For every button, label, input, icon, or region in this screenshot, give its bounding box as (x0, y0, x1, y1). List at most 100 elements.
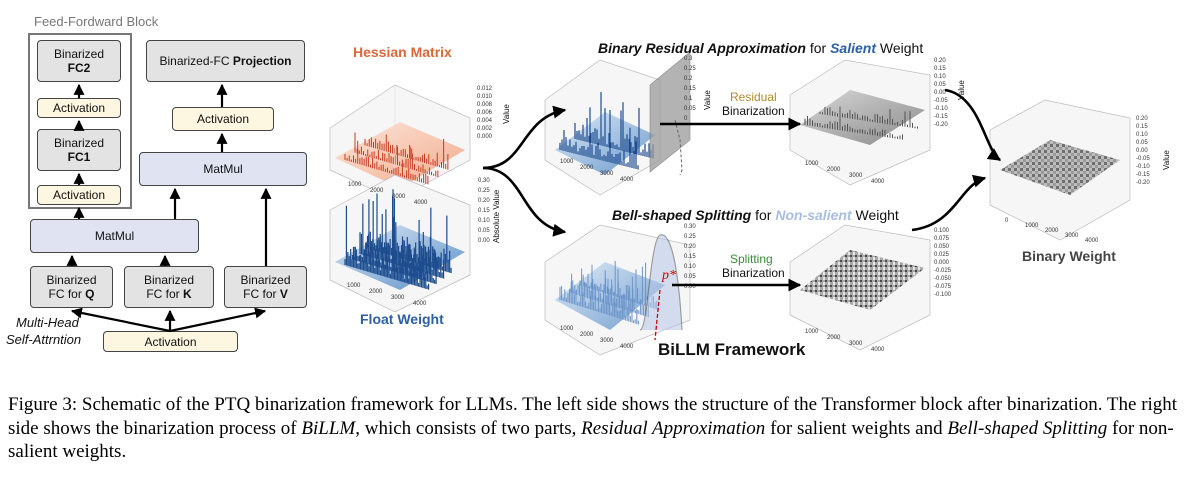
salient-z-tick: 0.25 (684, 66, 696, 72)
salient-z-tick: 0.15 (684, 86, 696, 92)
hessian-plot (329, 84, 471, 201)
ffn-arrows (66, 83, 272, 333)
activation-box-ffn-top: Activation (37, 98, 121, 118)
float-weight-label: Float Weight (360, 311, 444, 327)
split-z-tick: 0.050 (934, 244, 950, 250)
float-z-tick: 0.30 (478, 178, 490, 184)
axis-ticks: 0.0120.0100.0080.0060.0040.0020.0000.300… (347, 56, 1150, 353)
split-z-tick: 0.025 (934, 252, 950, 258)
hessian-value-axis: Value (502, 104, 511, 124)
fc-v-line1: Binarized (240, 273, 291, 287)
float-z-tick: 0.05 (478, 228, 490, 234)
split-x-tick: 1000 (805, 329, 819, 335)
fc-v-box: Binarized FC for V (224, 266, 307, 308)
binary-z-tick: 0.10 (1136, 132, 1148, 138)
split-x-tick: 3000 (849, 341, 863, 347)
binary-z-tick: 0.00 (1136, 148, 1148, 154)
bell-x-tick: 1000 (560, 326, 574, 332)
hessian-z-tick: 0.010 (477, 94, 493, 100)
split-step-label-2: Binarization (722, 266, 785, 280)
fc1-line1: Binarized (53, 136, 105, 150)
bell-plot (544, 224, 691, 356)
float-z-tick: 0.20 (478, 198, 490, 204)
bell-z-tick: 0.15 (684, 254, 696, 260)
residual-z-tick: -0.05 (934, 98, 948, 104)
fc-k-line2: FC for K (146, 287, 192, 301)
fc-v-line2: FC for V (243, 287, 288, 301)
float-z-tick: 0.15 (478, 208, 490, 214)
split-z-tick: -0.100 (934, 292, 952, 298)
salient-x-tick: 4000 (620, 177, 634, 183)
residual-z-tick: 0.00 (934, 90, 946, 96)
bell-z-tick: 0.20 (684, 244, 696, 250)
flow-arrows (482, 88, 1002, 292)
residual-z-tick: -0.20 (934, 122, 948, 128)
float-x-tick: 4000 (413, 301, 427, 307)
float-weight-plot (329, 174, 471, 313)
fc-q-box: Binarized FC for Q (30, 266, 113, 308)
residual-z-tick: -0.15 (934, 114, 948, 120)
salient-z-tick: 0.05 (684, 106, 696, 112)
binary-x-tick: 1000 (1025, 223, 1039, 229)
residual-z-tick: 0.20 (934, 58, 946, 64)
binary-z-tick: -0.15 (1136, 172, 1150, 178)
split-x-tick: 4000 (871, 347, 885, 353)
fc-q-line1: Binarized (46, 273, 97, 287)
figure-caption: Figure 3: Schematic of the PTQ binarizat… (8, 394, 1178, 462)
activation-box-input: Activation (103, 331, 238, 352)
binary-weight-label: Binary Weight (1022, 248, 1116, 264)
residual-x-tick: 3000 (849, 173, 863, 179)
split-z-tick: -0.075 (934, 284, 952, 290)
binary-z-tick: -0.10 (1136, 164, 1150, 170)
bell-z-tick: 0.05 (684, 274, 696, 280)
salient-plot (544, 51, 691, 196)
salient-value-axis: Value (703, 90, 712, 110)
fc1-line2: FC1 (67, 150, 91, 164)
split-z-tick: -0.025 (934, 268, 952, 274)
hessian-z-tick: 0.004 (477, 118, 493, 124)
split-z-tick: -0.050 (934, 276, 952, 282)
float-x-tick: 3000 (391, 295, 405, 301)
bell-z-tick: 0.25 (684, 234, 696, 240)
projection-box: Binarized-FC Projection (146, 40, 305, 82)
split-binarized-plot (789, 224, 931, 351)
float-x-tick: 2000 (369, 289, 383, 295)
binary-x-tick: 3000 (1065, 233, 1079, 239)
bell-x-tick: 3000 (600, 338, 614, 344)
residual-z-tick: 0.10 (934, 74, 946, 80)
binary-z-tick: 0.20 (1136, 116, 1148, 122)
residual-value-axis: Value (957, 80, 966, 100)
binary-weight-plot (989, 99, 1131, 241)
split-z-tick: 0.000 (934, 260, 950, 266)
residual-z-tick: -0.10 (934, 106, 948, 112)
residual-z-tick: 0.15 (934, 66, 946, 72)
hessian-x-tick: 4000 (414, 200, 428, 206)
residual-title: Binary Residual Approximation for Salien… (598, 40, 924, 56)
split-z-tick: 0.100 (934, 228, 950, 234)
float-value-axis: Absolute Value (492, 189, 501, 243)
split-z-tick: 0.075 (934, 236, 950, 242)
binary-z-tick: -0.05 (1136, 156, 1150, 162)
binary-x-tick: 2000 (1045, 228, 1059, 234)
matmul-box-left: MatMul (30, 219, 199, 253)
salient-x-tick: 2000 (580, 165, 594, 171)
salient-z-tick: 0.3 (684, 56, 693, 62)
ffn-title: Feed-Fordward Block (34, 14, 159, 29)
bell-z-tick: 0.10 (684, 264, 696, 270)
float-z-tick: 0.10 (478, 218, 490, 224)
figure-canvas: 0.0120.0100.0080.0060.0040.0020.0000.300… (66, 51, 1150, 356)
binary-value-axis: Value (1162, 150, 1171, 170)
binary-x-tick: 4000 (1085, 238, 1099, 244)
p-star-label: p* (662, 268, 676, 283)
bell-x-tick: 2000 (580, 332, 594, 338)
activation-box-ffn-bottom: Activation (37, 185, 121, 205)
residual-z-tick: 0.05 (934, 82, 946, 88)
hessian-z-tick: 0.000 (477, 134, 493, 140)
mha-label-1: Multi-Head (16, 315, 79, 330)
binary-z-tick: 0.05 (1136, 140, 1148, 146)
binary-z-tick: -0.20 (1136, 180, 1150, 186)
hessian-z-tick: 0.008 (477, 102, 493, 108)
float-z-tick: 0.25 (478, 188, 490, 194)
hessian-label: Hessian Matrix (353, 44, 452, 60)
fc2-line1: Binarized (53, 47, 105, 61)
